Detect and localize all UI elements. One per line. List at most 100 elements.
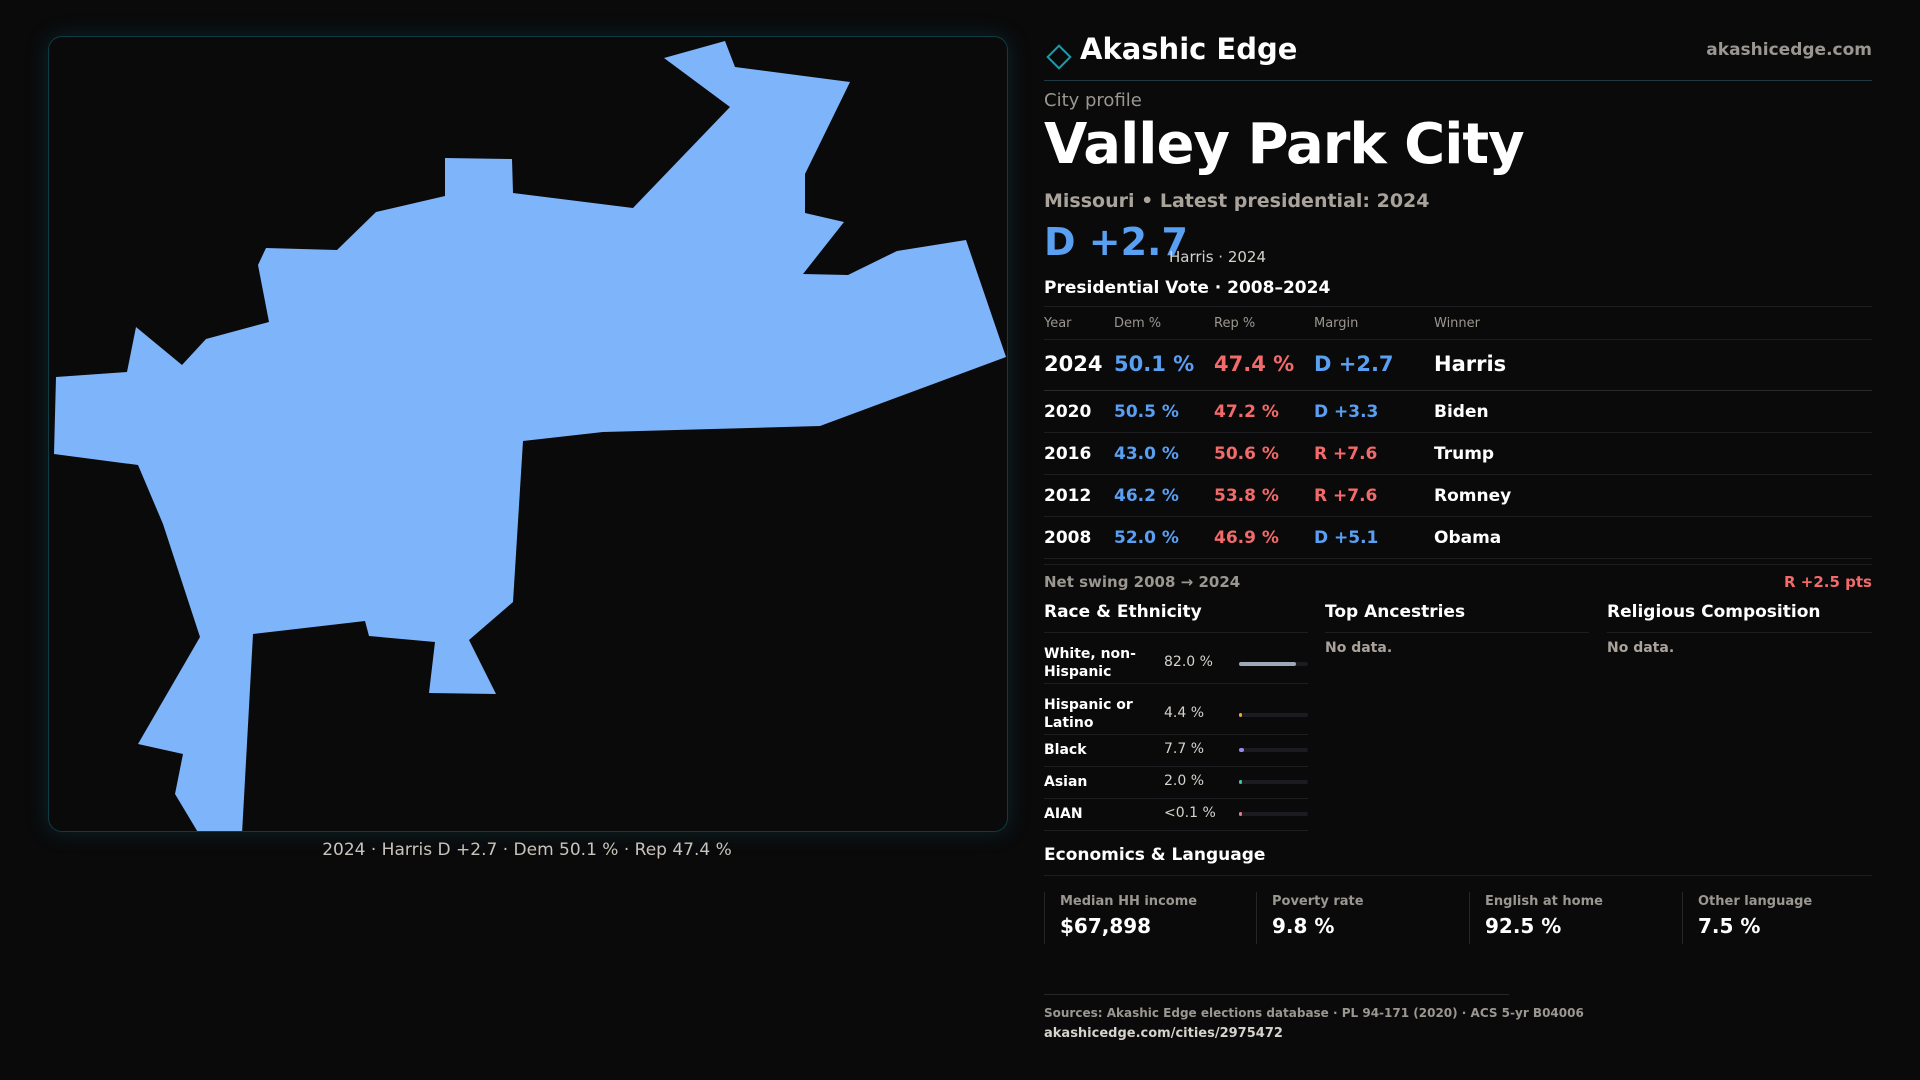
row-margin: D +5.1 (1314, 528, 1379, 548)
race-bar (1239, 662, 1308, 666)
row-rep: 47.2 % (1214, 402, 1279, 422)
net-swing-row: Net swing 2008 → 2024 R +2.5 pts (1044, 564, 1872, 595)
race-row: White, non-Hispanic 82.0 % (1044, 633, 1308, 684)
ancestries-empty: No data. (1325, 640, 1393, 656)
row-dem: 52.0 % (1114, 528, 1179, 548)
race-label: AIAN (1044, 806, 1083, 822)
page-subtitle: Missouri • Latest presidential: 2024 (1044, 190, 1430, 212)
race-value: 2.0 % (1164, 773, 1205, 789)
race-bar-fill (1239, 662, 1296, 666)
race-label: Black (1044, 742, 1087, 758)
city-boundary-map (54, 41, 1006, 831)
city-map (48, 36, 1008, 832)
row-year: 2020 (1044, 402, 1092, 422)
race-value: 4.4 % (1164, 705, 1205, 721)
row-winner: Biden (1434, 402, 1489, 422)
ancestries-section-title: Top Ancestries (1325, 602, 1466, 622)
headline-note: Harris · 2024 (1169, 248, 1267, 266)
table-row: 2020 50.5 % 47.2 % D +3.3 Biden (1044, 391, 1872, 433)
race-row: Hispanic or Latino 4.4 % (1044, 684, 1308, 735)
row-winner: Romney (1434, 486, 1512, 506)
econ-stat-poverty-rate: Poverty rate 9.8 % (1256, 892, 1469, 944)
sources-text: Sources: Akashic Edge elections database… (1044, 1006, 1584, 1020)
diamond-icon (1046, 44, 1072, 70)
row-year: 2016 (1044, 444, 1092, 464)
race-value: 82.0 % (1164, 654, 1213, 670)
table-row: 2008 52.0 % 46.9 % D +5.1 Obama (1044, 517, 1872, 559)
religion-empty: No data. (1607, 640, 1675, 656)
row-dem: 46.2 % (1114, 486, 1179, 506)
row-rep: 47.4 % (1214, 352, 1295, 376)
brand-name: Akashic Edge (1080, 32, 1298, 66)
row-year: 2008 (1044, 528, 1092, 548)
row-rep: 50.6 % (1214, 444, 1279, 464)
race-value: 7.7 % (1164, 741, 1205, 757)
econ-label: English at home (1485, 894, 1603, 909)
row-dem: 50.5 % (1114, 402, 1179, 422)
race-bar (1239, 812, 1308, 816)
religion-section-divider (1607, 632, 1872, 633)
econ-label: Other language (1698, 894, 1813, 909)
economics-section-divider (1044, 875, 1872, 876)
race-value: <0.1 % (1164, 805, 1216, 821)
economics-section-title: Economics & Language (1044, 845, 1266, 865)
vote-table-header: Year Dem % Rep % Margin Winner (1044, 306, 1872, 340)
race-section-title: Race & Ethnicity (1044, 602, 1202, 622)
econ-value: $67,898 (1060, 914, 1152, 938)
page-title: Valley Park City (1044, 112, 1525, 177)
vote-table: Year Dem % Rep % Margin Winner 2024 50.1… (1044, 306, 1872, 559)
religion-section-title: Religious Composition (1607, 602, 1821, 622)
econ-value: 7.5 % (1698, 914, 1761, 938)
ancestries-section-divider (1325, 632, 1589, 633)
row-margin: R +7.6 (1314, 486, 1378, 506)
race-bar (1239, 780, 1308, 784)
net-swing-value: R +2.5 pts (1784, 573, 1872, 591)
sources-url-link[interactable]: akashicedge.com/cities/2975472 (1044, 1026, 1283, 1041)
row-year: 2024 (1044, 352, 1103, 376)
header-year: Year (1044, 316, 1072, 331)
race-bar (1239, 713, 1308, 717)
table-row: 2016 43.0 % 50.6 % R +7.6 Trump (1044, 433, 1872, 475)
race-label: White, non-Hispanic (1044, 646, 1136, 680)
race-label: Asian (1044, 774, 1088, 790)
race-bar-fill (1239, 748, 1245, 752)
city-boundary-shape (54, 41, 1006, 831)
row-rep: 46.9 % (1214, 528, 1279, 548)
table-row: 2024 50.1 % 47.4 % D +2.7 Harris (1044, 340, 1872, 391)
net-swing-label: Net swing 2008 → 2024 (1044, 573, 1241, 591)
row-winner: Trump (1434, 444, 1495, 464)
econ-stat-english-at-home: English at home 92.5 % (1469, 892, 1682, 944)
brand-header: Akashic Edge akashicedge.com (1044, 30, 1872, 81)
header-dem: Dem % (1114, 316, 1162, 331)
header-rep: Rep % (1214, 316, 1256, 331)
row-year: 2012 (1044, 486, 1092, 506)
map-caption: 2024 · Harris D +2.7 · Dem 50.1 % · Rep … (322, 840, 732, 860)
table-row: 2012 46.2 % 53.8 % R +7.6 Romney (1044, 475, 1872, 517)
row-rep: 53.8 % (1214, 486, 1279, 506)
race-row: Black 7.7 % (1044, 735, 1308, 767)
econ-stat-median-income: Median HH income $67,898 (1044, 892, 1257, 944)
race-row: AIAN <0.1 % (1044, 799, 1308, 831)
race-label: Hispanic or Latino (1044, 697, 1133, 731)
row-dem: 50.1 % (1114, 352, 1195, 376)
econ-label: Poverty rate (1272, 894, 1364, 909)
race-bar-fill (1239, 812, 1242, 816)
row-dem: 43.0 % (1114, 444, 1179, 464)
row-winner: Harris (1434, 352, 1507, 376)
profile-eyebrow: City profile (1044, 90, 1142, 111)
sources-divider (1044, 994, 1509, 995)
profile-panel: Akashic Edge akashicedge.com City profil… (1044, 0, 1872, 1080)
brand-url-link[interactable]: akashicedge.com (1706, 40, 1872, 60)
race-bar (1239, 748, 1308, 752)
header-margin: Margin (1314, 316, 1359, 331)
race-bar-fill (1239, 713, 1243, 717)
race-row: Asian 2.0 % (1044, 767, 1308, 799)
headline-margin: D +2.7 (1044, 220, 1188, 264)
header-winner: Winner (1434, 316, 1481, 331)
race-bar-fill (1239, 780, 1242, 784)
econ-label: Median HH income (1060, 894, 1198, 909)
econ-value: 92.5 % (1485, 914, 1562, 938)
row-winner: Obama (1434, 528, 1502, 548)
vote-table-title: Presidential Vote · 2008–2024 (1044, 278, 1331, 298)
row-margin: D +3.3 (1314, 402, 1379, 422)
